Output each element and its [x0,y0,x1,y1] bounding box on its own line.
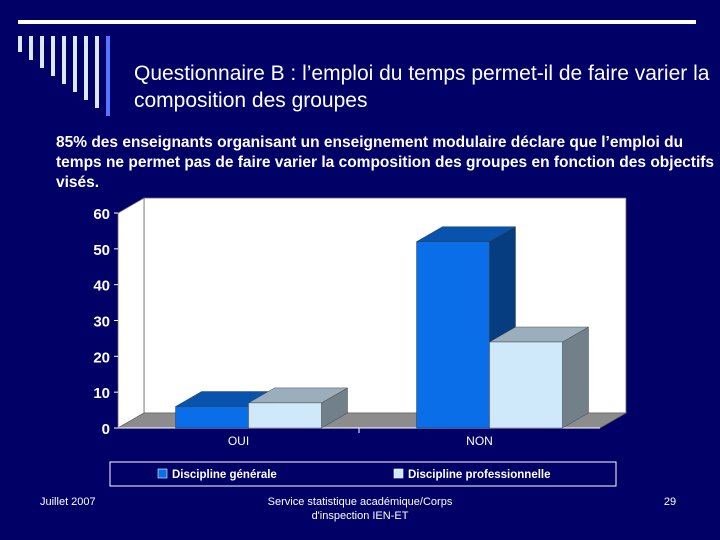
slide-subtitle: 85% des enseignants organisant un enseig… [56,134,715,191]
y-tick-label: 40 [93,278,110,295]
x-tick-label: NON [466,434,493,448]
decorative-stripe [40,36,44,68]
y-tick-label: 0 [102,421,110,438]
legend-label: Discipline professionnelle [408,469,551,481]
page-number: 29 [663,496,677,508]
y-tick-label: 20 [93,349,110,366]
bar-side [562,326,589,429]
decorative-stripe [73,36,77,92]
legend-swatch [157,468,168,479]
bar [248,402,322,429]
decorative-stripe [106,36,110,116]
decorative-stripe [62,36,66,84]
y-tick-label: 60 [93,206,110,223]
bar [175,406,249,429]
x-tick-label: OUI [228,434,249,448]
legend-swatch [393,468,404,479]
decorative-stripe [18,36,22,52]
legend-label: Discipline générale [172,469,277,481]
legend-box [109,461,617,487]
top-rule [18,20,696,24]
bar [489,341,563,429]
footer-source: Service statistique académique/Corps d'i… [267,496,453,522]
chart-side-wall [117,197,145,429]
y-tick-label: 10 [93,385,110,402]
footer-date: Juillet 2007 [40,496,96,508]
decorative-stripe [51,36,55,76]
decorative-stripe [84,36,88,100]
y-tick-label: 30 [93,314,110,331]
decorative-stripe [95,36,99,108]
y-tick-label: 50 [93,242,110,259]
bar [416,241,490,429]
slide-title: Questionnaire B : l’emploi du temps perm… [134,62,710,112]
decorative-stripe [29,36,33,60]
